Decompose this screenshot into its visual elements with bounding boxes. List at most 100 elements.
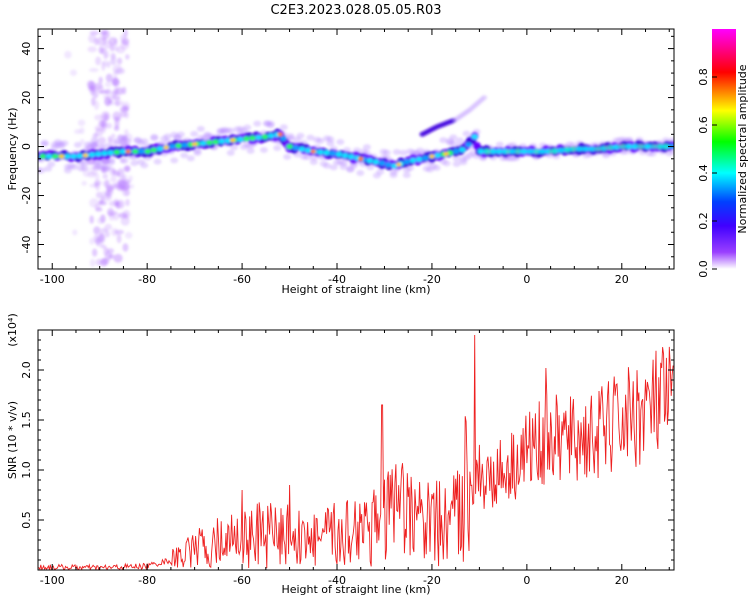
spectrogram-blob	[495, 141, 504, 148]
spectrogram-blob	[120, 34, 126, 43]
spectrogram-peak	[310, 149, 316, 154]
spectrogram-blob	[455, 137, 464, 144]
spectrogram-blob	[105, 122, 113, 129]
spectrogram-blob	[317, 149, 324, 155]
spectrogram-blob	[280, 136, 287, 141]
spectrogram-blob	[91, 248, 98, 257]
spectrogram-blob	[117, 57, 123, 65]
spectrogram-blob	[452, 160, 461, 167]
spectrogram-blob	[89, 215, 94, 224]
spectrogram-peak	[192, 142, 198, 147]
spectrogram-blob	[98, 120, 107, 127]
spectrogram-blob	[119, 149, 127, 154]
spectrogram-blob	[90, 137, 99, 144]
spectrogram-blob	[140, 138, 149, 145]
spectrogram-blob	[104, 230, 110, 238]
spectrogram-blob	[112, 78, 120, 87]
spectrogram-blob	[306, 134, 315, 141]
spectrogram-blob	[94, 37, 99, 46]
spectrogram-blob	[255, 135, 262, 140]
spectrogram-blob	[329, 164, 338, 171]
spectrogram-blob	[326, 140, 335, 147]
spectrogram-blob	[97, 136, 107, 145]
spectrogram-blob	[64, 50, 72, 59]
y-tick-label: -40	[20, 236, 33, 254]
spectrogram-blob	[77, 119, 86, 127]
colorbar-tick-label: 0.2	[697, 212, 710, 230]
spectrogram-blob	[47, 161, 56, 168]
spectrogram-blob	[163, 133, 172, 140]
colorbar-tick-label: 0.4	[697, 164, 710, 182]
spectrogram-blob	[218, 138, 225, 144]
spectrogram-peak	[229, 138, 236, 143]
snr-scale-label: (x10⁴)	[6, 313, 19, 347]
spectrogram-blob	[309, 154, 318, 161]
spectrogram-blob	[432, 164, 441, 171]
spectrogram-blob	[316, 137, 325, 144]
spectrogram-blob	[422, 155, 429, 161]
spectrogram-blob	[170, 157, 179, 164]
spectrogram-blob	[113, 253, 123, 263]
spectrogram-blob	[206, 140, 213, 145]
spectrogram-blob	[362, 144, 371, 151]
y-tick-label: -20	[20, 187, 33, 205]
colorbar: 0.0 0.2 0.4 0.6 0.8 Normalized spectral ampl…	[697, 29, 749, 278]
spectrogram-blob	[329, 151, 336, 156]
spectrogram-blob	[90, 141, 99, 148]
spectrogram-blob	[266, 122, 275, 129]
spectrogram-blob	[399, 149, 408, 156]
spectrogram-blob	[121, 101, 131, 112]
x-tick-label: -40	[328, 574, 346, 587]
spectrogram-blob	[70, 153, 77, 159]
spectrogram-blob	[101, 257, 110, 265]
spectrogram-blob	[122, 243, 129, 252]
spectrogram-blob	[336, 139, 345, 146]
spectrogram-blob	[339, 164, 348, 171]
spectrogram-blob	[120, 216, 130, 226]
spectrogram-blob	[95, 258, 103, 266]
spectrogram-blob	[372, 159, 380, 165]
spectrogram-blob	[74, 129, 82, 135]
snr-series-line	[38, 334, 674, 570]
spectrogram-peak	[59, 154, 65, 159]
spectrogram-blob	[150, 133, 159, 140]
spectrogram-blob	[406, 165, 415, 172]
spectrogram-blob	[96, 217, 105, 225]
spectrogram-blob	[296, 132, 305, 139]
spectrogram-blob	[246, 147, 255, 154]
spectrogram-blob	[39, 153, 46, 159]
spectrogram-blob	[110, 176, 117, 183]
spectrogram-blob	[76, 153, 83, 159]
spectrogram-blob	[140, 162, 149, 169]
spectrogram-blob	[122, 173, 128, 182]
x-tick-label: -80	[138, 574, 156, 587]
spectrogram-blob	[298, 146, 306, 152]
y-tick-label: 1.5	[20, 411, 33, 429]
spectrogram-blob	[267, 133, 275, 139]
spectrogram-blob	[114, 99, 124, 107]
spectrogram-peak	[82, 153, 89, 158]
spectrogram-blob	[326, 136, 335, 143]
spectrogram-blob	[415, 156, 423, 162]
spectrogram-blob	[304, 147, 312, 153]
spectrogram-blob	[104, 81, 112, 88]
spectrogram-blob	[102, 60, 109, 67]
spectrogram-blob	[112, 171, 121, 177]
x-tick-label: 0	[523, 574, 530, 587]
spectrogram-blob	[125, 198, 130, 207]
spectrogram-blob	[169, 144, 176, 149]
spectrogram-blob	[261, 134, 269, 140]
spectrogram-blob	[116, 234, 122, 244]
spectrogram-blob	[60, 140, 69, 147]
spectrogram-blob	[95, 151, 102, 157]
spectrogram-blob	[115, 199, 125, 209]
spectrogram-blob	[110, 56, 118, 65]
spectrogram-blob	[123, 165, 131, 172]
spectrogram-blob	[94, 114, 104, 121]
spectrogram-blob	[103, 40, 113, 49]
spectrogram-blob	[115, 87, 124, 96]
spectrogram-blob	[94, 173, 100, 181]
spectrogram-blob	[224, 138, 232, 144]
spectrogram-blob	[96, 241, 104, 248]
spectrogram-blob	[286, 135, 295, 142]
